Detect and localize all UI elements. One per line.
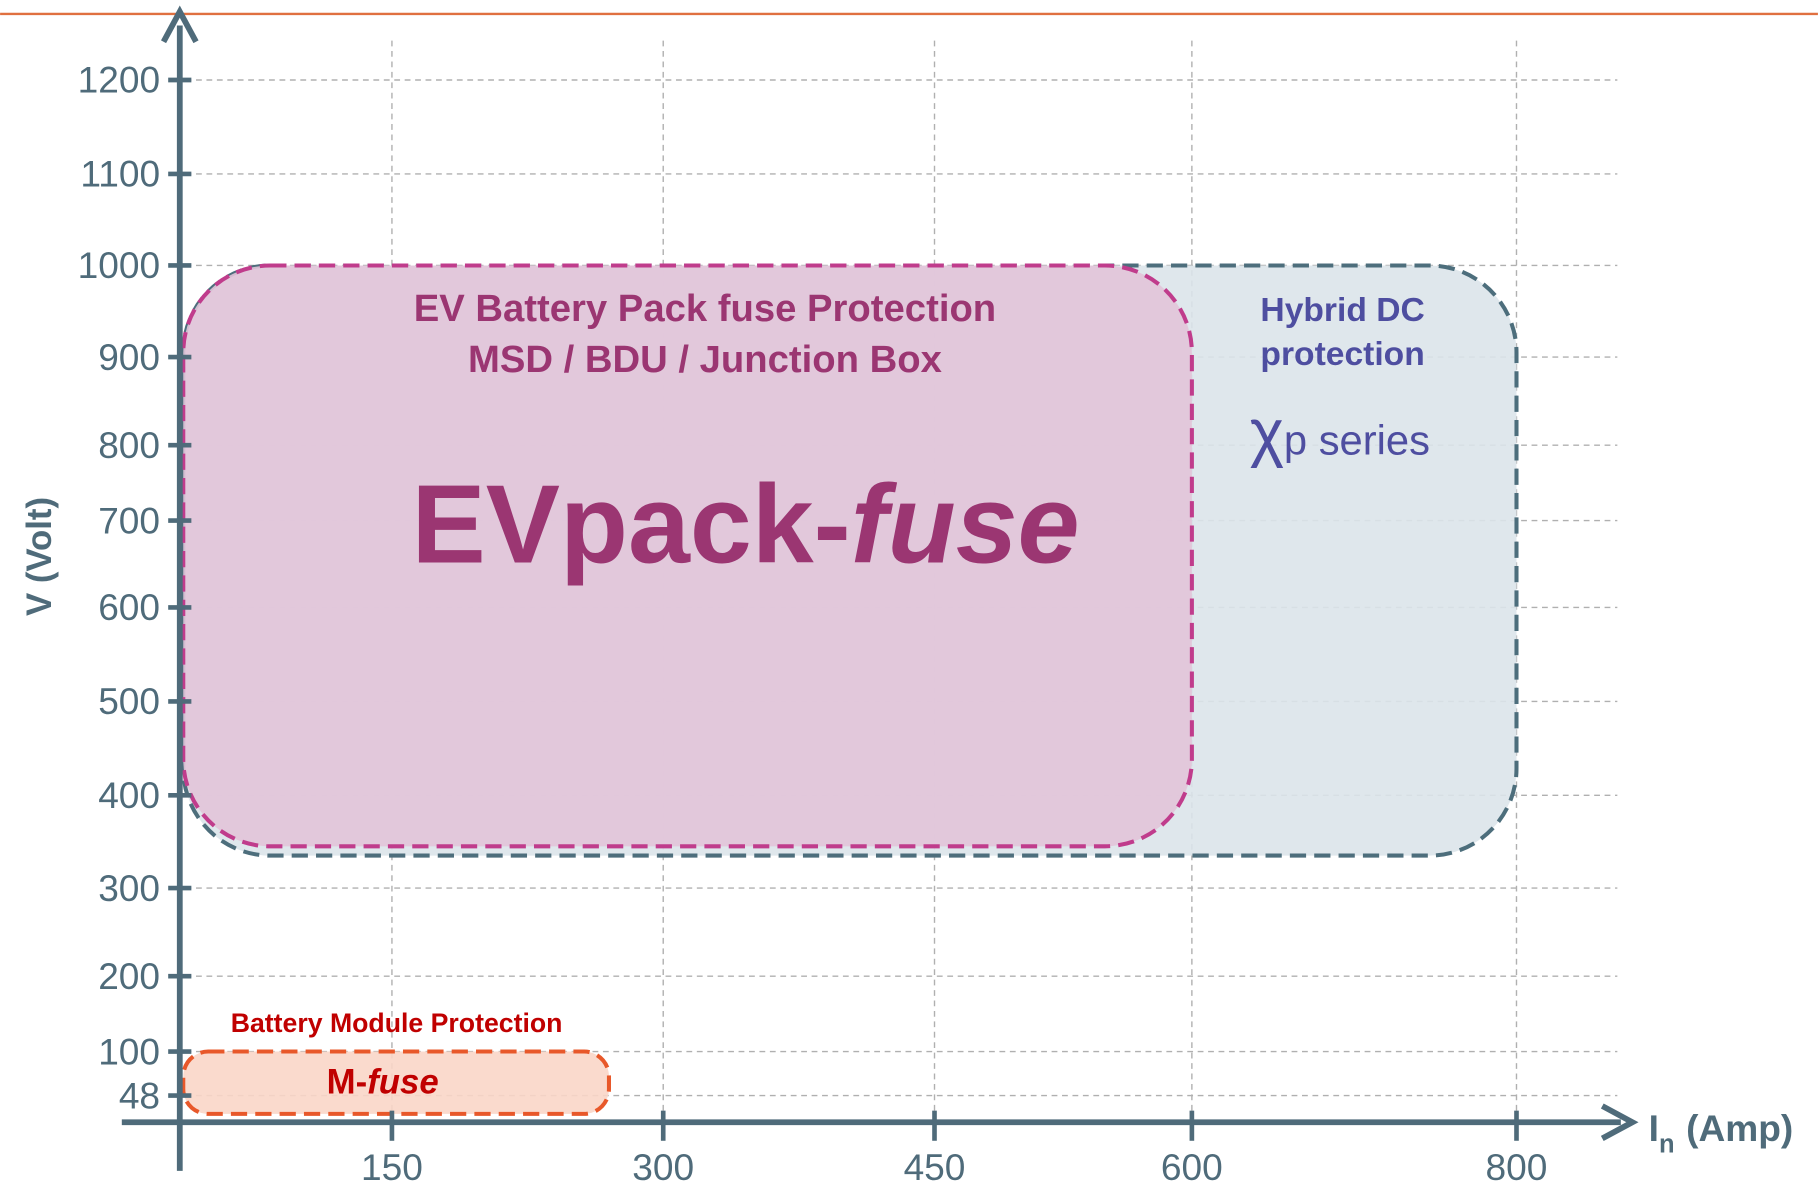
y-tick-label: 500 bbox=[98, 680, 160, 722]
regions bbox=[181, 263, 1519, 1116]
product-series: p series bbox=[1284, 416, 1430, 463]
product-name: χp series bbox=[1250, 395, 1430, 468]
region-label: EV Battery Pack fuse Protection bbox=[414, 287, 996, 330]
y-tick-label: 400 bbox=[98, 774, 160, 816]
x-label-unit: (Amp) bbox=[1686, 1107, 1793, 1149]
region bbox=[181, 263, 1194, 849]
region-label: protection bbox=[1260, 336, 1424, 373]
region-label: Hybrid DC bbox=[1260, 292, 1424, 329]
y-tick-label: 900 bbox=[98, 336, 160, 378]
region-label: Battery Module Protection bbox=[231, 1008, 563, 1038]
region-labels: Hybrid DC protection χp series EV Batter… bbox=[231, 287, 1430, 1101]
y-tick-label: 800 bbox=[98, 424, 160, 466]
product-italic: fuse bbox=[851, 461, 1080, 586]
y-tick-label: 100 bbox=[98, 1030, 160, 1072]
product-main: M- bbox=[327, 1063, 368, 1101]
y-axis-label: V (Volt) bbox=[21, 497, 59, 616]
product-logo: EVpack-fuse bbox=[412, 461, 1080, 586]
y-tick-label: 300 bbox=[98, 867, 160, 909]
x-arrow bbox=[1600, 1103, 1639, 1142]
product-symbol: χ bbox=[1250, 395, 1284, 468]
x-tick-label: 800 bbox=[1486, 1146, 1548, 1186]
product-italic: fuse bbox=[367, 1063, 438, 1101]
y-tick-label: 48 bbox=[119, 1074, 160, 1116]
x-label-sub: n bbox=[1659, 1130, 1675, 1158]
x-tick-label: 450 bbox=[904, 1146, 966, 1186]
product-main: EVpack- bbox=[412, 461, 851, 586]
x-label-main: I bbox=[1649, 1107, 1659, 1149]
x-tick-label: 300 bbox=[632, 1146, 694, 1186]
x-tick-label: 150 bbox=[361, 1146, 423, 1186]
product-logo: M-fuse bbox=[327, 1063, 439, 1101]
y-tick-label: 1200 bbox=[78, 59, 160, 101]
y-tick-label: 200 bbox=[98, 955, 160, 997]
x-tick-label: 600 bbox=[1161, 1146, 1223, 1186]
x-axis-label: In (Amp) bbox=[1649, 1107, 1794, 1159]
y-arrow bbox=[160, 5, 199, 44]
y-tick-label: 1000 bbox=[78, 244, 160, 286]
region-label: MSD / BDU / Junction Box bbox=[468, 338, 942, 381]
region bbox=[181, 1049, 611, 1116]
y-tick-label: 1100 bbox=[80, 153, 160, 195]
y-tick-label: 600 bbox=[98, 586, 160, 628]
y-tick-label: 700 bbox=[98, 499, 160, 541]
